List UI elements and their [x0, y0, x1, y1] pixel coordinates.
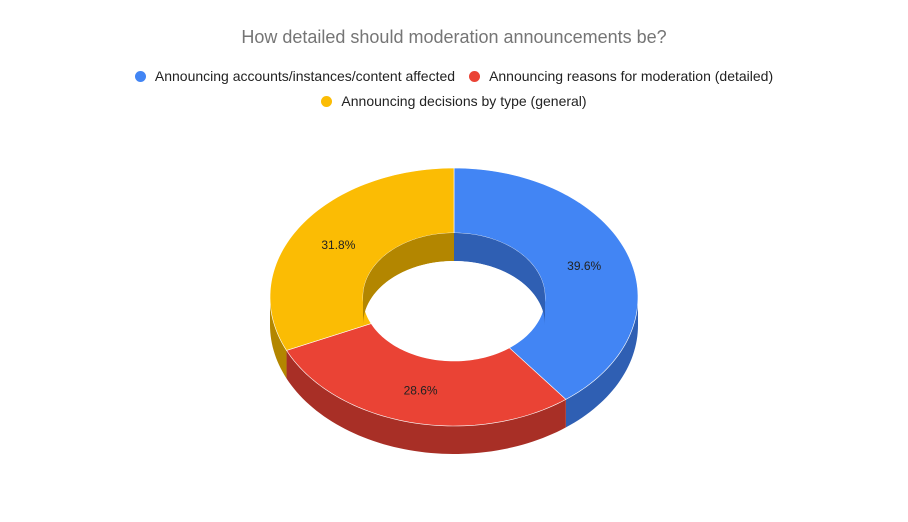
legend-label: Announcing reasons for moderation (detai…: [489, 68, 774, 84]
slice-labels: 39.6% 28.6% 31.8%: [321, 238, 601, 398]
slice-percent-label: 31.8%: [321, 238, 355, 252]
legend-label: Announcing accounts/instances/content af…: [154, 68, 456, 84]
legend-label: Announcing decisions by type (general): [341, 93, 587, 109]
legend-row: Announcing accounts/instances/content af…: [0, 68, 908, 84]
donut-hole-walls: [363, 233, 545, 325]
donut-top-faces: [269, 167, 639, 427]
legend-swatch: [469, 70, 481, 82]
legend-item-reasons-detailed[interactable]: Announcing reasons for moderation (detai…: [469, 68, 773, 84]
donut-side-wall: [565, 297, 638, 428]
legend-item-decisions-general[interactable]: Announcing decisions by type (general): [321, 93, 587, 109]
legend-item-accounts-affected[interactable]: Announcing accounts/instances/content af…: [134, 68, 456, 84]
legend-swatch: [134, 70, 146, 82]
donut-hole-wall: [454, 233, 545, 325]
donut-side-wall: [286, 350, 566, 454]
donut-side-wall: [270, 297, 287, 379]
slice-percent-label: 28.6%: [404, 384, 438, 398]
slice-percent-label: 39.6%: [567, 259, 601, 273]
donut-side-walls: [270, 297, 638, 454]
legend-row: Announcing decisions by type (general): [0, 93, 908, 109]
chart-title: How detailed should moderation announcem…: [241, 27, 667, 47]
donut-hole-wall: [363, 233, 454, 325]
legend-swatch: [321, 95, 333, 107]
